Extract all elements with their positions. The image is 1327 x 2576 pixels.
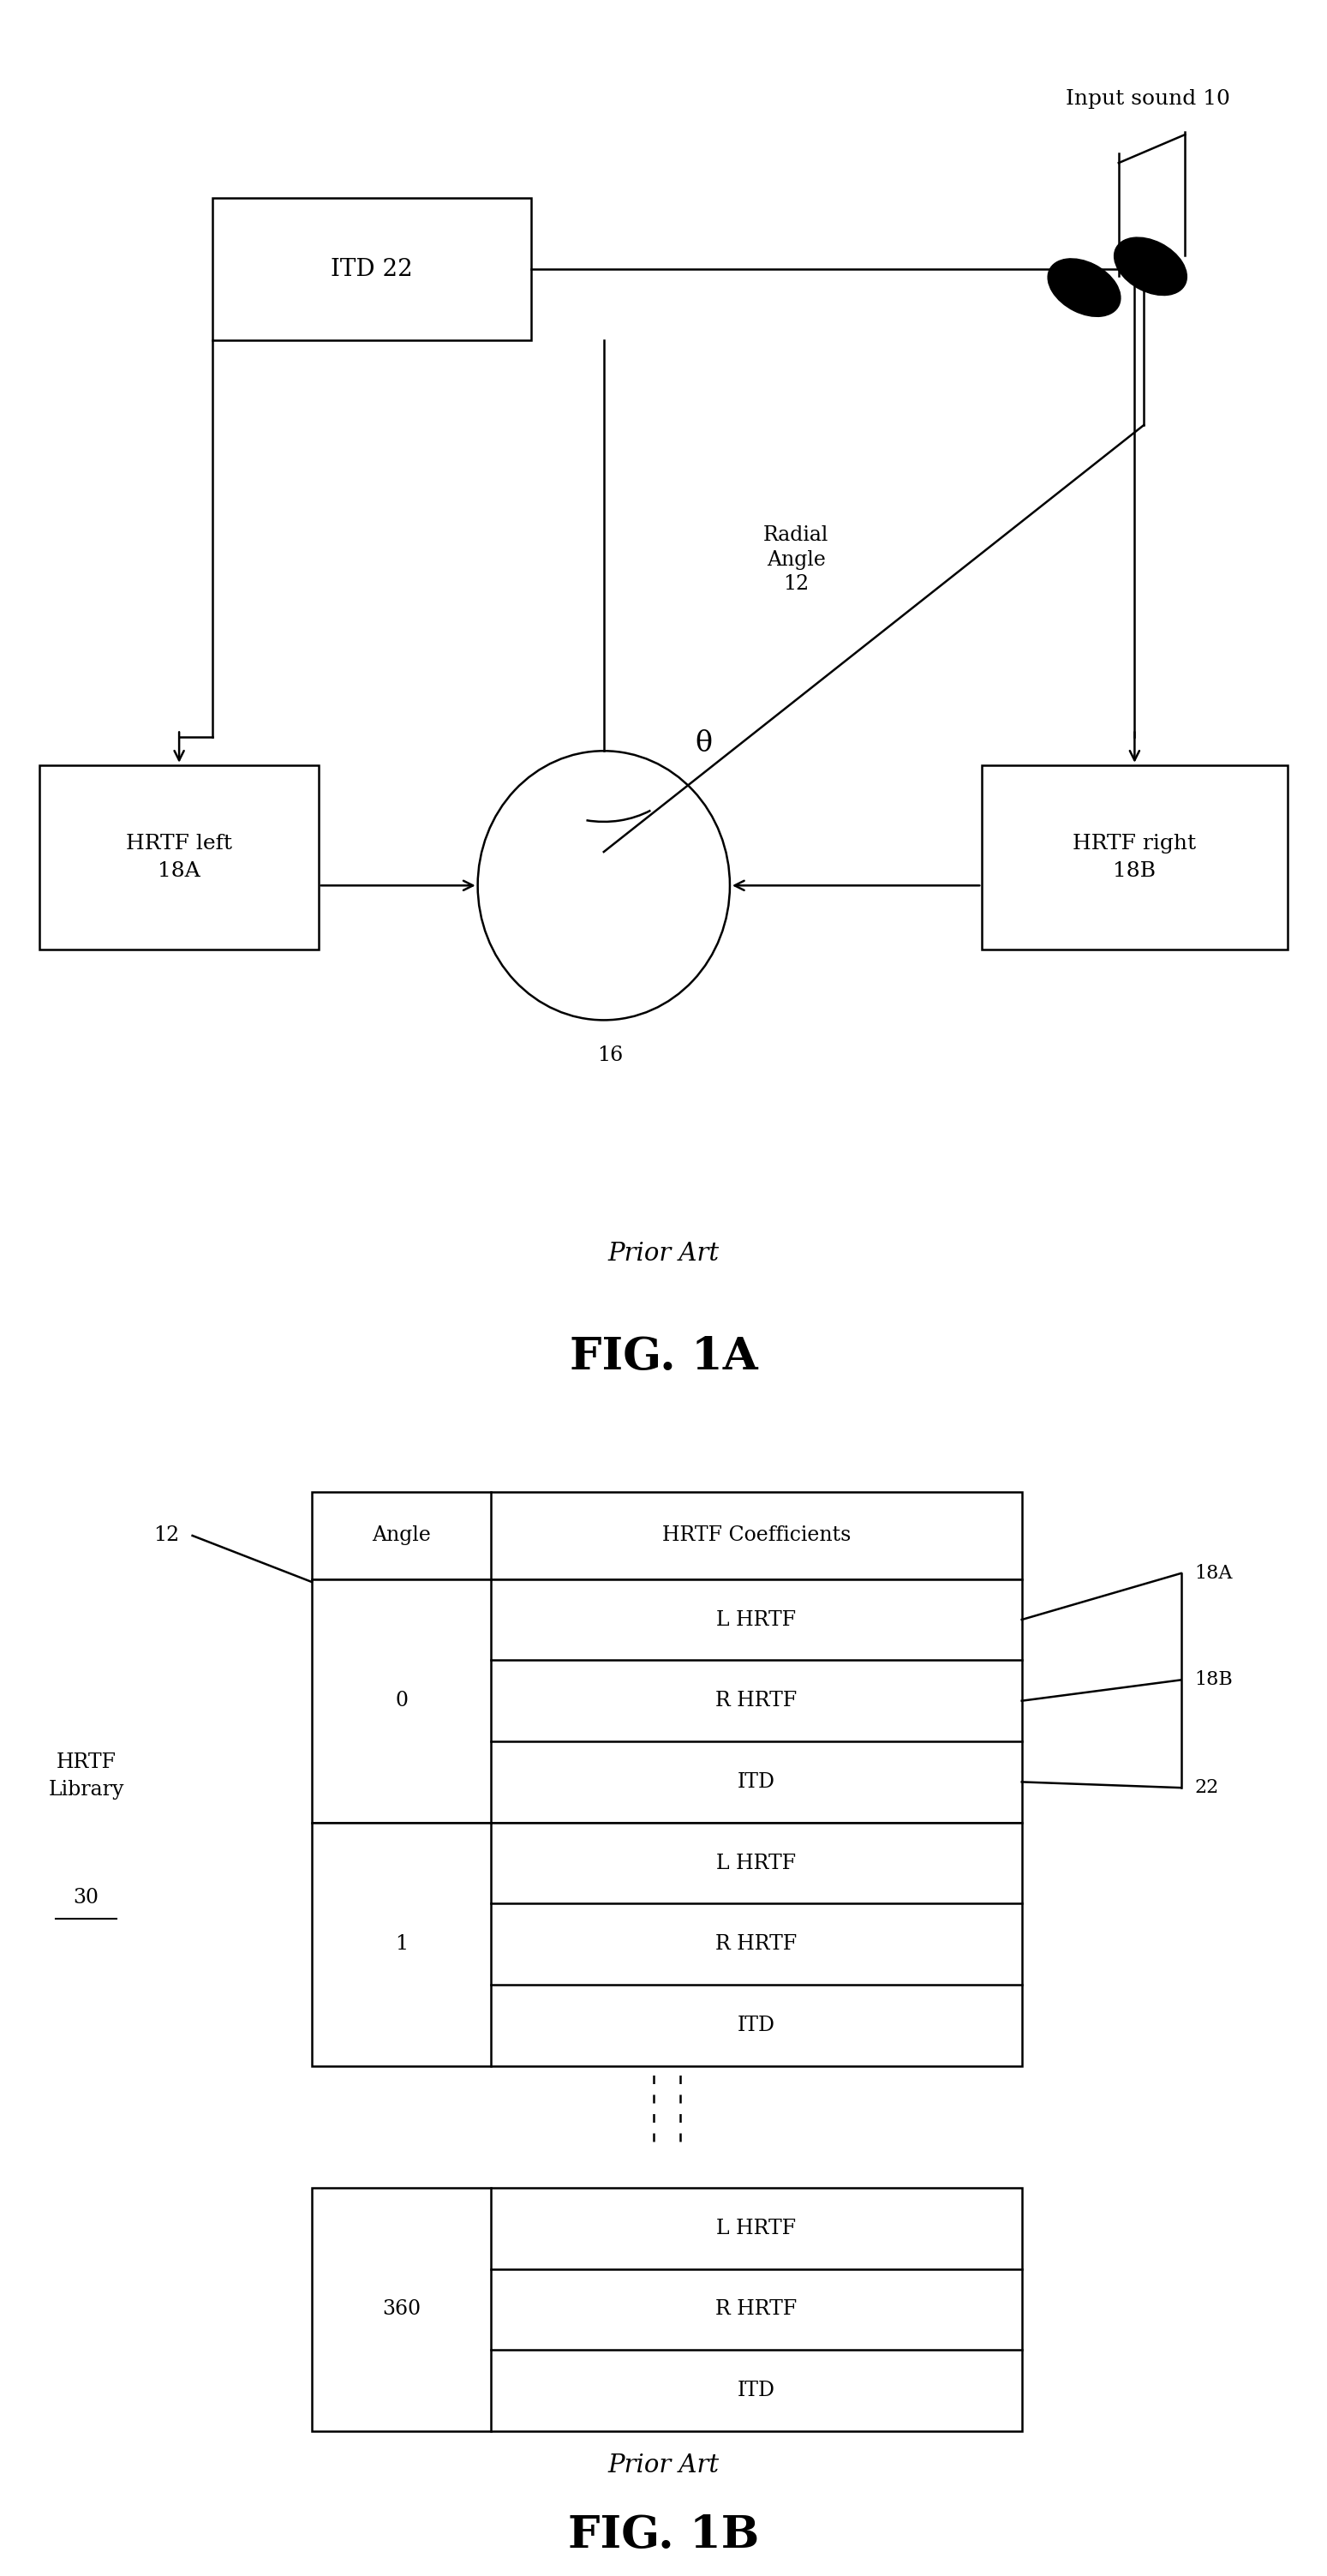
- Text: 1: 1: [395, 1935, 407, 1955]
- Text: θ: θ: [695, 729, 711, 757]
- Text: R HRTF: R HRTF: [715, 2300, 798, 2318]
- Text: HRTF
Library: HRTF Library: [48, 1752, 125, 1801]
- Text: ITD: ITD: [738, 2380, 775, 2401]
- FancyBboxPatch shape: [312, 1579, 1022, 1821]
- Text: ITD 22: ITD 22: [330, 258, 413, 281]
- Text: 18B: 18B: [1194, 1669, 1233, 1690]
- Text: ITD: ITD: [738, 2014, 775, 2035]
- FancyBboxPatch shape: [40, 765, 318, 948]
- Text: HRTF right
18B: HRTF right 18B: [1072, 835, 1197, 881]
- Text: Angle: Angle: [372, 1525, 431, 1546]
- Text: Prior Art: Prior Art: [608, 2455, 719, 2478]
- Text: 16: 16: [597, 1046, 624, 1066]
- Text: R HRTF: R HRTF: [715, 1690, 798, 1710]
- Text: L HRTF: L HRTF: [717, 1610, 796, 1631]
- FancyBboxPatch shape: [982, 765, 1287, 948]
- FancyBboxPatch shape: [312, 2187, 1022, 2432]
- Text: HRTF left
18A: HRTF left 18A: [126, 835, 232, 881]
- Text: Prior Art: Prior Art: [608, 1242, 719, 1265]
- FancyBboxPatch shape: [312, 1492, 1022, 1579]
- Text: HRTF Coefficients: HRTF Coefficients: [662, 1525, 851, 1546]
- Text: 18A: 18A: [1194, 1564, 1233, 1582]
- Text: L HRTF: L HRTF: [717, 2218, 796, 2239]
- Text: 12: 12: [153, 1525, 179, 1546]
- Ellipse shape: [1048, 258, 1120, 317]
- Text: 360: 360: [382, 2300, 421, 2318]
- FancyBboxPatch shape: [312, 1821, 1022, 2066]
- Ellipse shape: [1115, 237, 1186, 296]
- Text: FIG. 1B: FIG. 1B: [568, 2514, 759, 2558]
- Text: R HRTF: R HRTF: [715, 1935, 798, 1955]
- FancyBboxPatch shape: [212, 198, 531, 340]
- Text: 30: 30: [73, 1888, 100, 1909]
- Text: 22: 22: [1194, 1777, 1218, 1798]
- Text: 0: 0: [395, 1690, 407, 1710]
- Text: ITD: ITD: [738, 1772, 775, 1793]
- Text: Input sound 10: Input sound 10: [1066, 90, 1230, 108]
- Text: FIG. 1A: FIG. 1A: [569, 1334, 758, 1378]
- Text: L HRTF: L HRTF: [717, 1852, 796, 1873]
- Text: Radial
Angle
12: Radial Angle 12: [763, 526, 829, 595]
